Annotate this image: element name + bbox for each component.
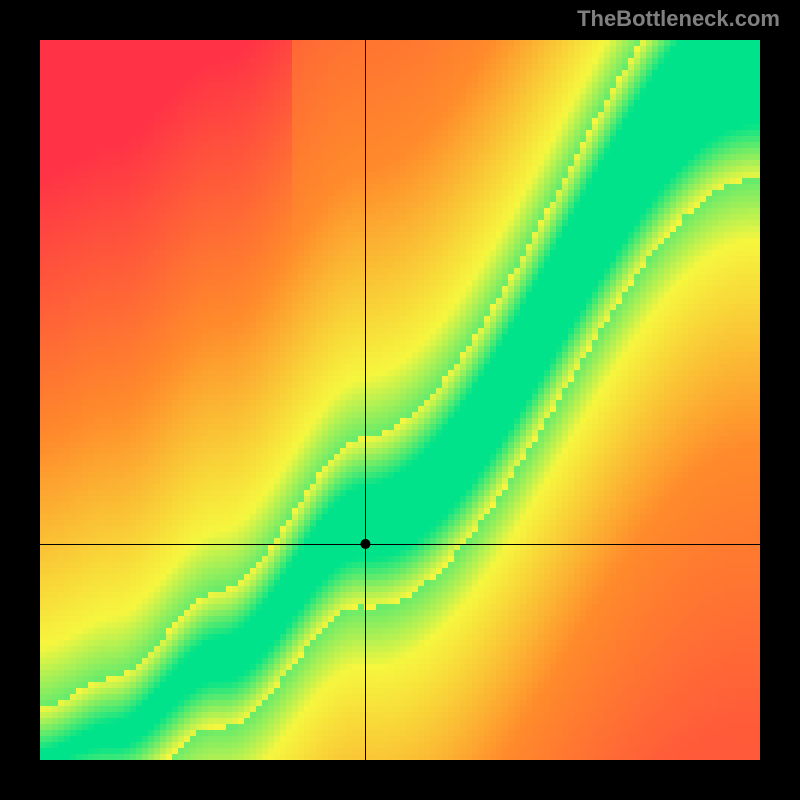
- attribution-label: TheBottleneck.com: [577, 6, 780, 32]
- heatmap-canvas: [40, 40, 760, 760]
- chart-frame: TheBottleneck.com: [0, 0, 800, 800]
- plot-area: [40, 40, 760, 760]
